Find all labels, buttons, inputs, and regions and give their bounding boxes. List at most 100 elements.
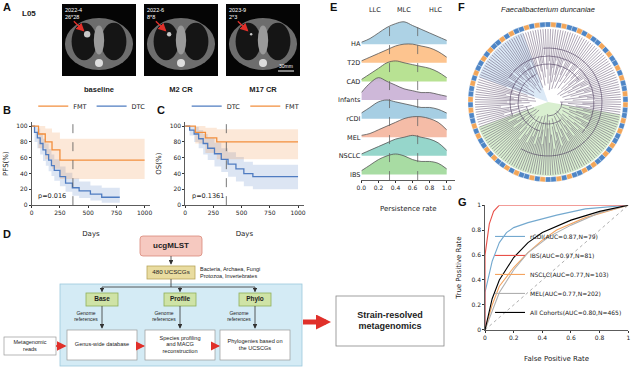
svg-text:FMT: FMT [285, 103, 298, 111]
svg-text:0.8: 0.8 [471, 226, 481, 233]
svg-text:2022-6: 2022-6 [147, 7, 164, 13]
svg-text:C: C [157, 104, 165, 116]
svg-text:Protozoa, Invertebrates: Protozoa, Invertebrates [200, 273, 257, 279]
svg-text:MEL(AUC=0.77,N=202): MEL(AUC=0.77,N=202) [530, 290, 601, 297]
svg-text:references: references [74, 316, 98, 322]
svg-text:Days: Days [82, 230, 100, 238]
svg-text:IBS(AUC=0.97,N=81): IBS(AUC=0.97,N=81) [530, 252, 594, 259]
svg-text:p=0.1361: p=0.1361 [192, 192, 224, 200]
svg-text:rCDI: rCDI [346, 115, 360, 123]
svg-text:T2D: T2D [346, 59, 360, 67]
svg-text:True Positive Rate: True Positive Rate [455, 236, 463, 299]
svg-text:HLC: HLC [429, 6, 443, 14]
svg-text:26*28: 26*28 [65, 14, 79, 20]
svg-text:0: 0 [24, 201, 28, 208]
svg-text:Faecalibacterium duncaniae: Faecalibacterium duncaniae [501, 5, 595, 14]
svg-text:0.6: 0.6 [566, 334, 576, 341]
svg-text:Infants: Infants [338, 96, 361, 104]
svg-text:20: 20 [20, 185, 28, 192]
svg-text:60: 60 [20, 154, 28, 161]
svg-text:MEL: MEL [347, 134, 361, 142]
svg-text:D: D [3, 228, 11, 240]
svg-text:250: 250 [54, 209, 66, 216]
svg-text:PFS(%): PFS(%) [2, 151, 10, 176]
svg-text:DTC: DTC [132, 103, 146, 111]
svg-text:E: E [330, 1, 337, 13]
svg-text:0: 0 [477, 326, 481, 333]
svg-text:8*8: 8*8 [147, 14, 155, 20]
svg-text:Profile: Profile [170, 295, 191, 302]
svg-text:0.4: 0.4 [471, 276, 481, 283]
svg-text:G: G [458, 196, 467, 208]
svg-text:0.6: 0.6 [408, 184, 418, 191]
svg-text:Genome: Genome [76, 310, 95, 316]
svg-text:CAD: CAD [346, 78, 360, 86]
svg-text:0.4: 0.4 [391, 184, 401, 191]
svg-text:0.6: 0.6 [471, 251, 481, 258]
svg-text:1000: 1000 [137, 209, 152, 216]
svg-text:0: 0 [183, 209, 187, 216]
svg-text:750: 750 [264, 209, 276, 216]
svg-text:IBS: IBS [350, 171, 360, 179]
svg-text:references: references [227, 316, 251, 322]
svg-text:0: 0 [30, 209, 34, 216]
svg-text:0.4: 0.4 [538, 334, 548, 341]
svg-text:HA: HA [351, 40, 361, 48]
svg-text:NSCLC: NSCLC [339, 152, 361, 160]
svg-text:p=0.016: p=0.016 [38, 192, 66, 200]
svg-text:0.2: 0.2 [374, 184, 384, 191]
svg-text:reads: reads [23, 346, 37, 352]
svg-text:2023-9: 2023-9 [229, 7, 246, 13]
svg-text:1: 1 [477, 201, 481, 208]
svg-text:0: 0 [177, 201, 181, 208]
svg-text:OS(%): OS(%) [155, 152, 163, 174]
svg-text:Persistence rate: Persistence rate [380, 205, 436, 213]
svg-text:reconstruction: reconstruction [162, 348, 197, 354]
svg-text:Days: Days [236, 230, 254, 238]
svg-text:B: B [3, 104, 11, 116]
svg-text:60: 60 [173, 154, 181, 161]
svg-text:480 UCSCGs: 480 UCSCGs [152, 268, 189, 275]
svg-text:Genome: Genome [154, 310, 173, 316]
svg-text:1.0: 1.0 [442, 184, 452, 191]
svg-text:M2 CR: M2 CR [169, 85, 193, 94]
svg-text:250: 250 [208, 209, 220, 216]
svg-text:baseline: baseline [84, 85, 114, 94]
svg-text:30mm: 30mm [279, 63, 293, 69]
svg-text:2*3: 2*3 [229, 14, 237, 20]
svg-text:0: 0 [483, 334, 487, 341]
svg-text:Phylo: Phylo [246, 295, 264, 303]
svg-text:and MACG: and MACG [166, 341, 194, 347]
svg-text:Genome: Genome [229, 310, 248, 316]
svg-text:False Positive Rate: False Positive Rate [524, 355, 589, 363]
svg-text:0.8: 0.8 [595, 334, 605, 341]
svg-text:references: references [152, 316, 176, 322]
svg-text:Genus-wide database: Genus-wide database [75, 341, 129, 347]
svg-text:100: 100 [16, 122, 28, 129]
svg-text:NSCLC(AUC=0.77,N=103): NSCLC(AUC=0.77,N=103) [530, 271, 609, 278]
svg-text:A: A [3, 1, 11, 13]
svg-text:MLC: MLC [397, 6, 411, 14]
svg-text:F: F [458, 1, 465, 13]
svg-text:Bacteria, Archaea, Fungi: Bacteria, Archaea, Fungi [200, 266, 260, 272]
svg-text:80: 80 [20, 138, 28, 145]
svg-text:ucgMLST: ucgMLST [153, 241, 189, 250]
svg-text:500: 500 [82, 209, 94, 216]
svg-text:2022-4: 2022-4 [65, 7, 82, 13]
svg-text:0.8: 0.8 [425, 184, 435, 191]
svg-text:0.2: 0.2 [471, 301, 481, 308]
svg-text:20: 20 [173, 185, 181, 192]
svg-text:Metagenomic: Metagenomic [13, 339, 46, 345]
svg-text:FMT: FMT [73, 103, 86, 111]
svg-text:40: 40 [173, 170, 181, 177]
svg-text:All Cohorts(AUC=0.80,N=465): All Cohorts(AUC=0.80,N=465) [530, 309, 621, 316]
svg-text:Phylogenies based on: Phylogenies based on [227, 338, 282, 344]
svg-text:40: 40 [20, 170, 28, 177]
svg-text:Strain-resolved: Strain-resolved [357, 310, 423, 320]
svg-text:0.0: 0.0 [357, 184, 367, 191]
svg-text:the UCSCGs: the UCSCGs [239, 345, 272, 351]
svg-text:80: 80 [173, 138, 181, 145]
svg-text:L05: L05 [22, 9, 36, 18]
svg-text:M17 CR: M17 CR [249, 85, 277, 94]
svg-text:100: 100 [170, 122, 182, 129]
